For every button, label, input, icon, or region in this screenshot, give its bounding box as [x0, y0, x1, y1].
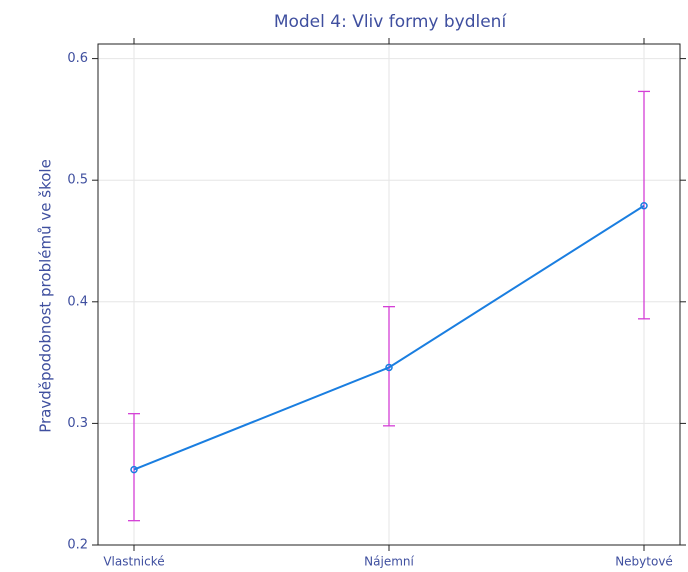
chart-title: Model 4: Vliv formy bydlení [274, 12, 508, 32]
plot-frame [97, 43, 681, 546]
point [130, 465, 138, 474]
x-tick-label: Vlastnické [103, 555, 164, 569]
y-tick-label: 0.6 [67, 51, 88, 66]
x-tick-label: Nájemní [364, 555, 414, 569]
point [385, 363, 393, 372]
x-tick-label: Nebytové [615, 555, 673, 569]
line [133, 204, 645, 471]
y-tick-label: 0.3 [67, 416, 88, 431]
y-axis-label: Pravděpodobnost problémů ve škole [37, 159, 55, 433]
y-tick-label: 0.5 [67, 173, 88, 188]
error-bar [638, 90, 650, 320]
y-tick-label: 0.2 [67, 538, 88, 553]
error-bar [383, 306, 395, 427]
point [640, 201, 648, 210]
y-tick-label: 0.4 [67, 294, 88, 309]
